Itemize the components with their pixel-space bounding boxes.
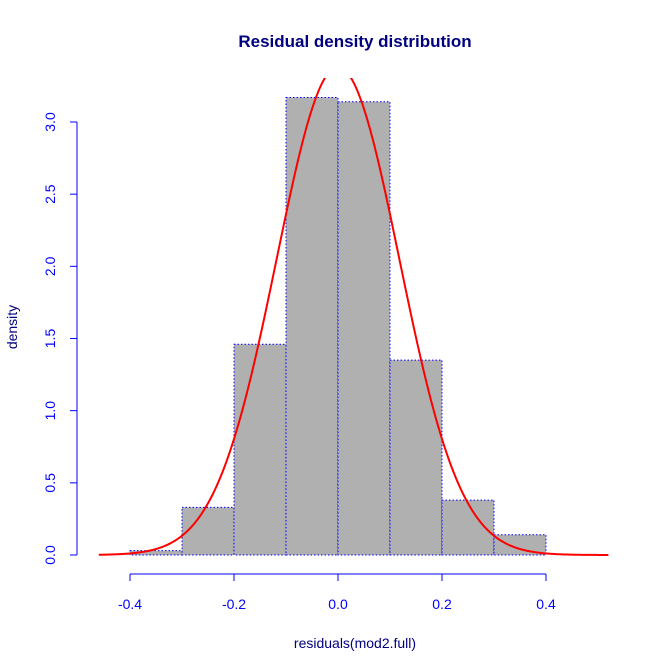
x-tick-label: 0.4 (536, 596, 556, 612)
histogram-bar-5 (337, 101, 391, 556)
x-axis: -0.4 -0.2 0.0 0.2 0.4 (118, 573, 556, 612)
x-tick-label: 0.0 (328, 596, 348, 612)
x-tick-label: -0.2 (222, 596, 246, 612)
histogram-bar-3 (233, 343, 287, 556)
chart-title: Residual density distribution (238, 32, 471, 51)
histogram-bar-8 (493, 534, 547, 556)
histogram-bars (129, 96, 547, 556)
histogram-bar-2 (181, 506, 235, 556)
y-tick-label: 2.5 (42, 184, 58, 204)
y-axis: 0.0 0.5 1.0 1.5 2.0 2.5 3.0 (42, 112, 78, 565)
x-tick-label: 0.2 (432, 596, 452, 612)
density-curve (98, 78, 609, 556)
y-tick-label: 3.0 (42, 112, 58, 132)
y-tick-label: 2.0 (42, 256, 58, 276)
histogram-bar-1 (129, 550, 183, 556)
y-tick-label: 0.0 (42, 545, 58, 565)
y-axis-label: density (4, 305, 20, 349)
y-tick-label: 0.5 (42, 473, 58, 493)
histogram-bar-6 (389, 359, 443, 556)
density-curve-layer (98, 78, 609, 556)
x-axis-label: residuals(mod2.full) (294, 635, 416, 651)
y-tick-label: 1.5 (42, 329, 58, 349)
x-tick-label: -0.4 (118, 596, 142, 612)
histogram-bar-4 (285, 96, 339, 556)
y-tick-label: 1.0 (42, 401, 58, 421)
